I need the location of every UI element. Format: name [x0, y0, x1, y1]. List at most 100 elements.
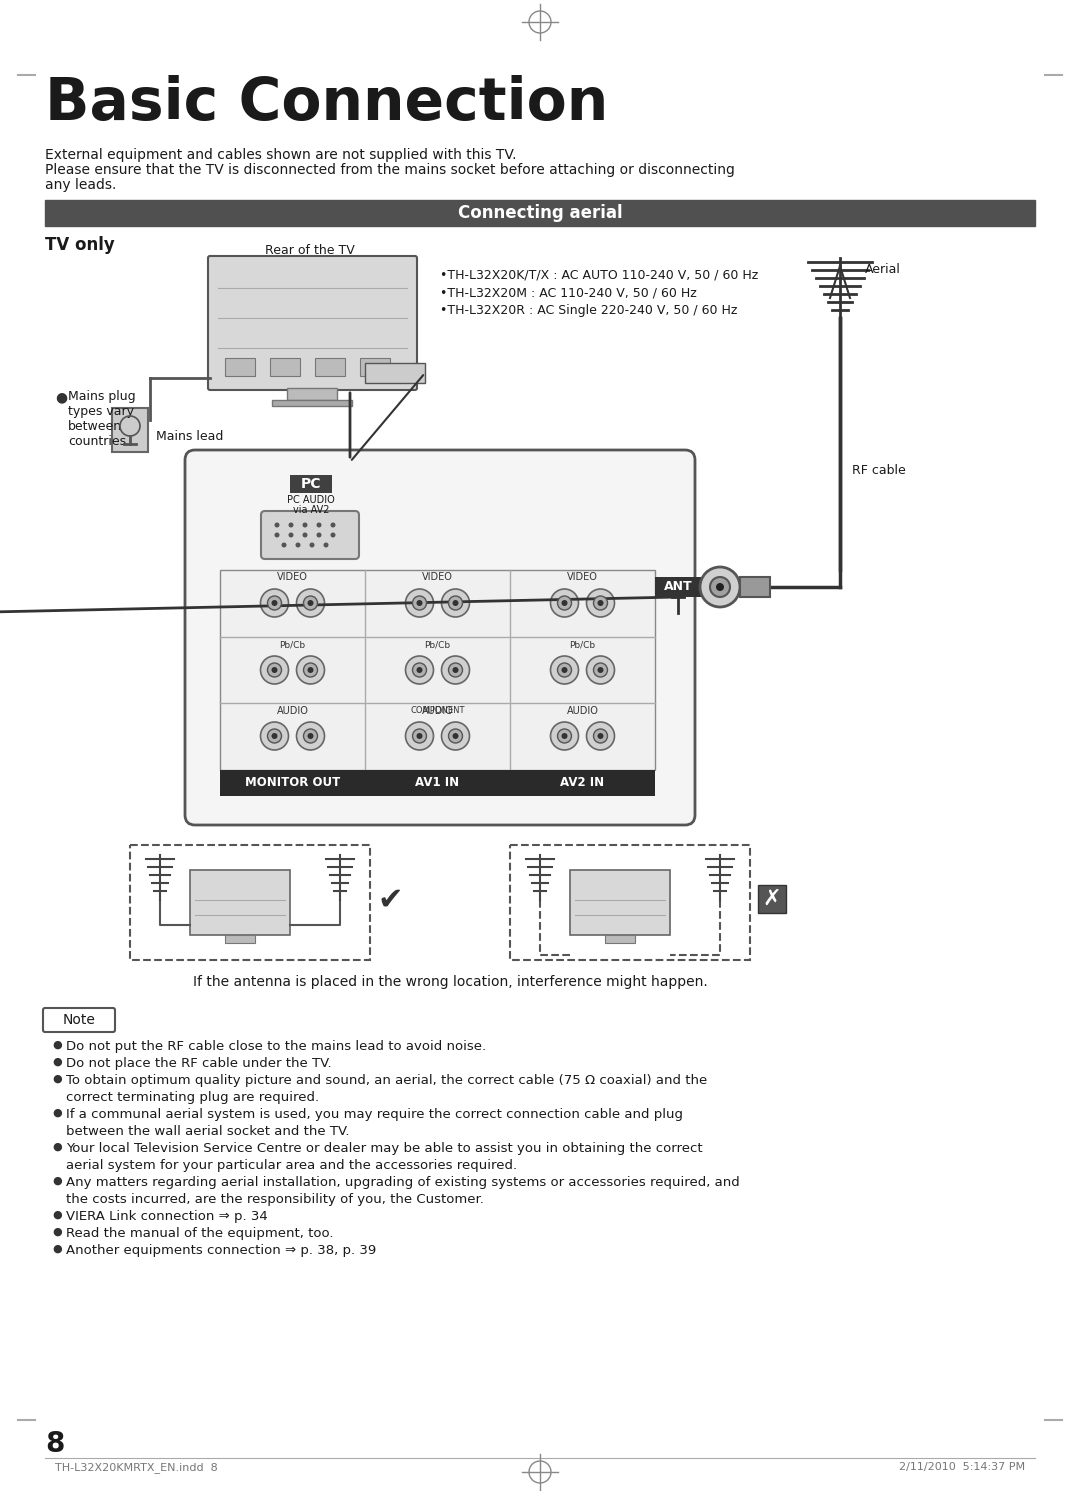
FancyBboxPatch shape [261, 511, 359, 559]
Text: correct terminating plug are required.: correct terminating plug are required. [66, 1091, 319, 1103]
Text: between the wall aerial socket and the TV.: between the wall aerial socket and the T… [66, 1126, 350, 1138]
Text: •TH-L32X20M : AC 110-240 V, 50 / 60 Hz: •TH-L32X20M : AC 110-240 V, 50 / 60 Hz [440, 286, 697, 300]
Circle shape [700, 567, 740, 607]
Text: Please ensure that the TV is disconnected from the mains socket before attaching: Please ensure that the TV is disconnecte… [45, 163, 734, 177]
Circle shape [597, 734, 604, 740]
Circle shape [405, 589, 433, 617]
Bar [225, 935, 255, 942]
Bar [270, 358, 300, 376]
Text: •TH-L32X20K/T/X : AC AUTO 110-240 V, 50 / 60 Hz: •TH-L32X20K/T/X : AC AUTO 110-240 V, 50 … [440, 268, 758, 280]
Text: ●: ● [52, 1108, 62, 1118]
Text: Read the manual of the equipment, too.: Read the manual of the equipment, too. [66, 1227, 334, 1241]
Circle shape [453, 666, 459, 672]
Text: ●: ● [55, 391, 67, 404]
Circle shape [562, 666, 567, 672]
Bar [287, 388, 337, 400]
Text: Do not put the RF cable close to the mains lead to avoid noise.: Do not put the RF cable close to the mai… [66, 1041, 486, 1053]
Circle shape [271, 666, 278, 672]
Bar [758, 886, 786, 912]
Circle shape [557, 596, 571, 610]
Text: TV only: TV only [45, 236, 114, 253]
Text: AUDIO: AUDIO [421, 707, 454, 716]
Circle shape [268, 596, 282, 610]
Circle shape [302, 532, 308, 537]
Text: PC: PC [300, 477, 321, 491]
Circle shape [551, 589, 579, 617]
Circle shape [405, 656, 433, 684]
Text: ✗: ✗ [762, 889, 781, 910]
Circle shape [303, 596, 318, 610]
Circle shape [268, 729, 282, 743]
Circle shape [288, 532, 294, 537]
Text: AUDIO: AUDIO [567, 707, 598, 716]
Text: Your local Television Service Centre or dealer may be able to assist you in obta: Your local Television Service Centre or … [66, 1142, 703, 1156]
Circle shape [282, 543, 286, 547]
Circle shape [297, 589, 324, 617]
Text: countries.: countries. [68, 435, 130, 447]
Circle shape [417, 734, 422, 740]
Circle shape [310, 543, 314, 547]
Circle shape [586, 589, 615, 617]
Text: 2/11/2010  5:14:37 PM: 2/11/2010 5:14:37 PM [899, 1463, 1025, 1472]
Circle shape [448, 729, 462, 743]
Text: ●: ● [52, 1057, 62, 1068]
Circle shape [274, 522, 280, 528]
Circle shape [551, 656, 579, 684]
Text: ●: ● [52, 1243, 62, 1254]
Text: RF cable: RF cable [852, 464, 906, 477]
Circle shape [453, 734, 459, 740]
Circle shape [303, 729, 318, 743]
Text: COMPONENT: COMPONENT [410, 707, 464, 716]
Circle shape [271, 599, 278, 605]
Text: ●: ● [52, 1041, 62, 1050]
Bar [315, 358, 345, 376]
Text: VIDEO: VIDEO [567, 573, 598, 581]
Text: between: between [68, 420, 122, 432]
Text: Any matters regarding aerial installation, upgrading of existing systems or acce: Any matters regarding aerial installatio… [66, 1176, 740, 1188]
Text: Another equipments connection ⇒ p. 38, p. 39: Another equipments connection ⇒ p. 38, p… [66, 1243, 376, 1257]
Circle shape [448, 596, 462, 610]
Text: the costs incurred, are the responsibility of you, the Customer.: the costs incurred, are the responsibili… [66, 1193, 484, 1206]
Circle shape [448, 663, 462, 677]
Circle shape [453, 599, 459, 605]
Circle shape [562, 734, 567, 740]
Circle shape [308, 599, 313, 605]
Bar [45, 200, 1035, 227]
Text: VIDEO: VIDEO [422, 573, 453, 581]
Text: Note: Note [63, 1012, 95, 1027]
Text: VIDEO: VIDEO [278, 573, 308, 581]
Circle shape [308, 666, 313, 672]
Bar [130, 845, 370, 960]
Circle shape [271, 734, 278, 740]
Text: ANT: ANT [664, 580, 692, 593]
Text: External equipment and cables shown are not supplied with this TV.: External equipment and cables shown are … [45, 148, 516, 163]
Circle shape [302, 522, 308, 528]
Text: Rear of the TV: Rear of the TV [265, 245, 355, 256]
Text: ●: ● [52, 1142, 62, 1153]
Circle shape [268, 663, 282, 677]
Circle shape [597, 666, 604, 672]
Circle shape [442, 589, 470, 617]
Text: Aerial: Aerial [865, 262, 901, 276]
Circle shape [586, 722, 615, 750]
Bar [291, 476, 332, 494]
Text: AV1 IN: AV1 IN [416, 777, 460, 790]
Text: 8: 8 [45, 1430, 65, 1458]
Circle shape [413, 729, 427, 743]
Circle shape [260, 589, 288, 617]
Text: To obtain optimum quality picture and sound, an aerial, the correct cable (75 Ω : To obtain optimum quality picture and so… [66, 1074, 707, 1087]
Bar [225, 358, 255, 376]
Bar [510, 845, 750, 960]
Text: Basic Connection: Basic Connection [45, 75, 608, 133]
Text: PC AUDIO: PC AUDIO [287, 495, 335, 505]
Circle shape [288, 522, 294, 528]
Bar [570, 871, 670, 935]
Bar [605, 935, 635, 942]
Circle shape [442, 722, 470, 750]
Circle shape [716, 583, 724, 590]
Circle shape [586, 656, 615, 684]
Circle shape [405, 722, 433, 750]
Text: any leads.: any leads. [45, 177, 117, 192]
Text: Connecting aerial: Connecting aerial [458, 204, 622, 222]
Text: VIERA Link connection ⇒ p. 34: VIERA Link connection ⇒ p. 34 [66, 1211, 268, 1223]
